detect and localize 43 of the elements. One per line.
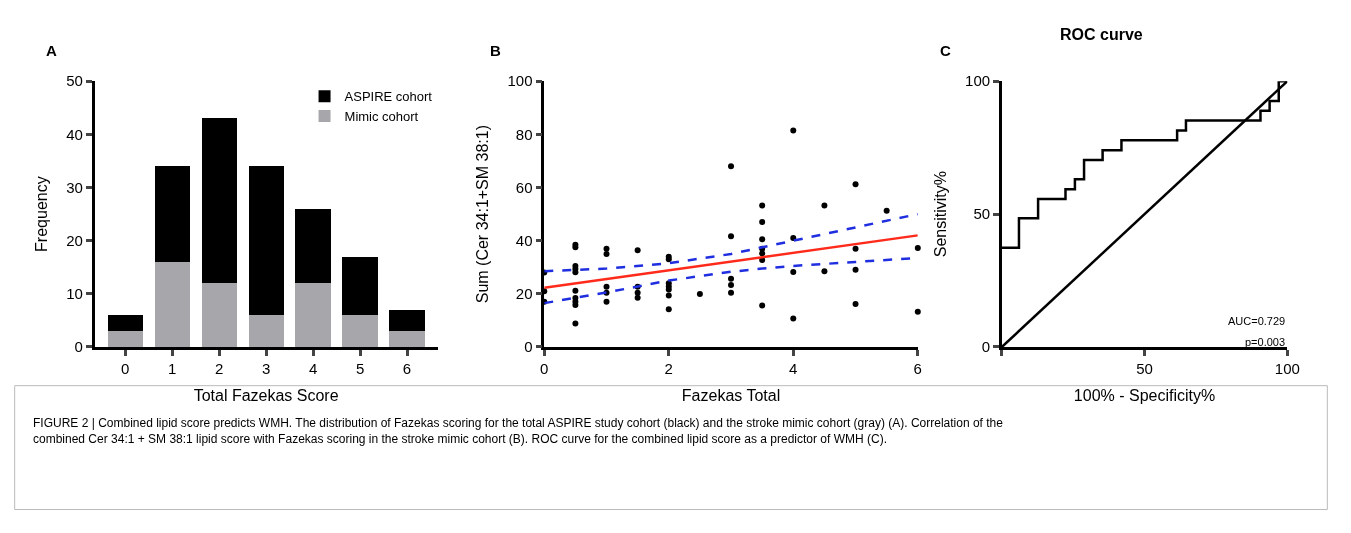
text: B [490,42,501,59]
y-tick-label: 50 [66,72,83,90]
legend-label: Mimic cohort [344,109,419,125]
y-tick-label: 0 [524,338,533,356]
y-tick-label: 100 [965,72,991,90]
y-tick-label: 10 [66,285,83,303]
y-tick-label: 40 [66,125,83,143]
x-tick-label: 50 [1136,359,1153,377]
x-tick-label: 2 [214,359,224,377]
y-tick-label: 20 [66,231,83,249]
y-tick-label: 100 [507,72,533,90]
y-axis-title: Sensitivity% [931,170,949,258]
y-tick-label: 0 [981,338,991,356]
annotation: AUC=0.729 [1228,315,1286,327]
y-tick-label: 60 [515,178,533,196]
x-tick-label: 4 [308,359,318,377]
annotation: p=0.003 [1245,336,1286,348]
x-tick-label: 6 [402,359,412,377]
x-tick-label: 0 [121,359,130,377]
x-tick-label: 5 [355,359,365,377]
x-tick-label: 4 [789,359,798,377]
legend-label: ASPIRE cohort [344,89,433,105]
y-tick-label: 0 [74,338,83,356]
x-tick-label: 1 [168,359,177,377]
x-axis-title: Fazekas Total [681,387,781,405]
y-tick-label: 20 [515,285,533,303]
y-tick-label: 30 [66,178,83,196]
y-tick-label: 80 [515,125,533,143]
caption: FIGURE 2 | Combined lipid score predicts WMH. The distribution of Fazekas scoring for the total ASPIRE study cohort (black) and the stroke mimic cohort (gray) (A). Correlation of the combined Cer 34:1 + SM 38:1 lipid score with Fazekas scoring in the stroke mimic cohort (B). ROC curve for the combined lipid score as a predictor of WMH (C). [33,416,1004,446]
x-axis-title: 100% - Specificity% [1073,387,1216,405]
text: C [940,42,951,59]
x-axis-title: Total Fazekas Score [193,387,339,405]
x-tick-label: 100 [1274,359,1300,377]
x-tick-label: 3 [261,359,271,377]
y-axis-title: Sum (Cer 34:1+SM 38:1) [474,124,492,304]
chart-title: ROC curve [1060,26,1143,43]
text: A [46,42,57,59]
y-axis-title: Frequency [33,176,51,252]
y-tick-label: 40 [515,231,533,249]
x-tick-label: 6 [913,359,922,377]
y-tick-label: 50 [973,205,991,223]
x-tick-label: 0 [540,359,549,377]
x-tick-label: 2 [664,359,673,377]
